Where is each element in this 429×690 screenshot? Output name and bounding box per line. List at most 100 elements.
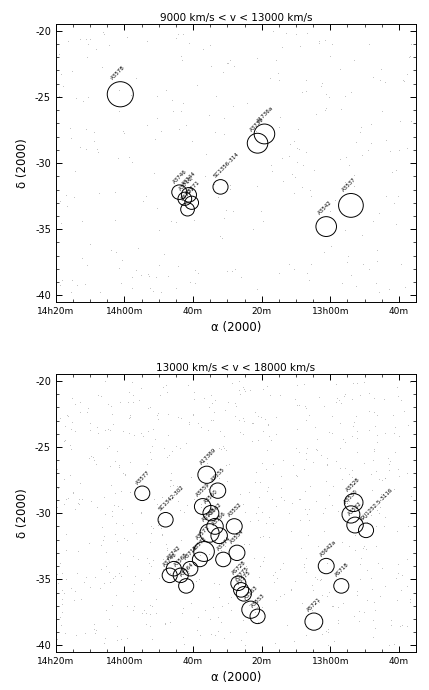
Point bbox=[223, 58, 230, 69]
Point bbox=[116, 397, 123, 408]
Point bbox=[302, 403, 309, 414]
Point bbox=[277, 591, 284, 602]
Point bbox=[388, 167, 395, 178]
Point bbox=[82, 124, 89, 135]
Point bbox=[58, 620, 65, 631]
Point bbox=[239, 413, 246, 424]
Text: A3554: A3554 bbox=[230, 529, 245, 544]
Point bbox=[394, 391, 401, 402]
Point bbox=[303, 630, 310, 641]
Point bbox=[223, 177, 230, 188]
Point bbox=[163, 84, 169, 95]
Text: A3578: A3578 bbox=[110, 65, 126, 81]
Point bbox=[254, 602, 261, 613]
Point bbox=[90, 126, 97, 137]
Point bbox=[129, 283, 136, 294]
Point bbox=[221, 632, 228, 643]
Point bbox=[356, 606, 363, 617]
Point bbox=[203, 482, 210, 493]
Point bbox=[76, 478, 83, 489]
Point bbox=[396, 431, 403, 442]
Point bbox=[194, 268, 201, 279]
Point bbox=[176, 442, 183, 453]
Point bbox=[176, 124, 183, 135]
Point bbox=[147, 561, 154, 572]
Point bbox=[211, 406, 218, 417]
Point bbox=[130, 578, 137, 589]
Point bbox=[65, 411, 72, 422]
Point bbox=[301, 378, 308, 389]
Point bbox=[274, 572, 281, 583]
Point bbox=[346, 469, 353, 480]
Point bbox=[301, 561, 308, 572]
Point bbox=[75, 497, 82, 509]
Point bbox=[59, 81, 66, 92]
Point bbox=[377, 591, 384, 602]
Point bbox=[149, 555, 156, 566]
Point bbox=[175, 260, 181, 271]
Point bbox=[167, 475, 174, 486]
Point bbox=[150, 285, 157, 296]
Point bbox=[296, 515, 303, 526]
Point bbox=[370, 597, 377, 608]
Point bbox=[371, 443, 378, 454]
Point bbox=[195, 611, 202, 622]
Point bbox=[194, 79, 201, 90]
Point bbox=[322, 88, 329, 99]
Point bbox=[382, 473, 389, 484]
Point bbox=[101, 425, 108, 436]
Point bbox=[302, 453, 309, 464]
Point bbox=[224, 58, 231, 69]
Point bbox=[372, 278, 379, 289]
Point bbox=[164, 545, 171, 556]
Point bbox=[57, 413, 63, 424]
Point bbox=[254, 435, 261, 446]
Text: A3560: A3560 bbox=[203, 489, 220, 505]
Point bbox=[50, 124, 57, 135]
Point bbox=[353, 411, 360, 422]
Point bbox=[91, 619, 98, 630]
Point bbox=[305, 503, 312, 514]
Point bbox=[127, 410, 133, 421]
Point bbox=[378, 489, 385, 500]
Point bbox=[194, 486, 201, 497]
Point bbox=[100, 26, 106, 37]
Point bbox=[374, 244, 381, 255]
Point bbox=[212, 630, 219, 641]
Point bbox=[365, 406, 372, 417]
Point bbox=[376, 75, 383, 86]
Point bbox=[128, 377, 135, 388]
Point bbox=[119, 255, 126, 266]
Point bbox=[270, 459, 277, 470]
Point bbox=[301, 401, 308, 412]
Point bbox=[324, 558, 331, 569]
Point bbox=[246, 515, 253, 526]
Point bbox=[113, 535, 120, 546]
Point bbox=[60, 499, 67, 510]
Point bbox=[189, 135, 196, 146]
Point bbox=[69, 392, 76, 403]
Point bbox=[142, 619, 149, 630]
Point bbox=[407, 597, 414, 608]
Point bbox=[175, 28, 181, 39]
Point bbox=[294, 399, 301, 410]
Point bbox=[190, 214, 197, 225]
Point bbox=[167, 480, 174, 491]
Point bbox=[207, 40, 214, 51]
Point bbox=[173, 282, 180, 293]
Point bbox=[395, 568, 402, 579]
Point bbox=[359, 259, 366, 270]
Point bbox=[324, 460, 331, 471]
Point bbox=[176, 563, 183, 574]
Point bbox=[146, 402, 153, 413]
Point bbox=[236, 385, 242, 396]
Point bbox=[369, 631, 376, 642]
Point bbox=[57, 196, 63, 207]
Point bbox=[109, 511, 115, 522]
Point bbox=[253, 507, 260, 518]
Point bbox=[95, 390, 102, 401]
Point bbox=[303, 147, 310, 158]
Point bbox=[335, 618, 341, 629]
Point bbox=[317, 573, 324, 584]
Point bbox=[73, 568, 80, 579]
